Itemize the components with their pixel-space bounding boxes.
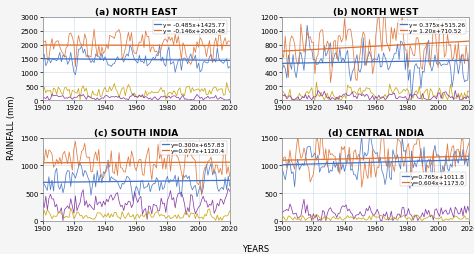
Text: YEARS: YEARS (242, 245, 270, 253)
Title: (c) SOUTH INDIA: (c) SOUTH INDIA (94, 128, 178, 137)
Title: (b) NORTH WEST: (b) NORTH WEST (333, 8, 419, 17)
Text: RAINFALL (mm): RAINFALL (mm) (7, 95, 16, 159)
Legend: y= -0.485x+1425.77, y= -0.146x+2000.48: y= -0.485x+1425.77, y= -0.146x+2000.48 (153, 21, 227, 35)
Legend: y= 0.375x+515.26, y= 1.20x+710.52: y= 0.375x+515.26, y= 1.20x+710.52 (398, 21, 466, 35)
Legend: y=0.300x+657.83, y=0.077x+1120.4: y=0.300x+657.83, y=0.077x+1120.4 (160, 141, 227, 155)
Title: (d) CENTRAL INDIA: (d) CENTRAL INDIA (328, 128, 424, 137)
Legend: y=0.765x+1011.8, y=0.604x+1173.0: y=0.765x+1011.8, y=0.604x+1173.0 (400, 172, 466, 187)
Title: (a) NORTH EAST: (a) NORTH EAST (95, 8, 177, 17)
